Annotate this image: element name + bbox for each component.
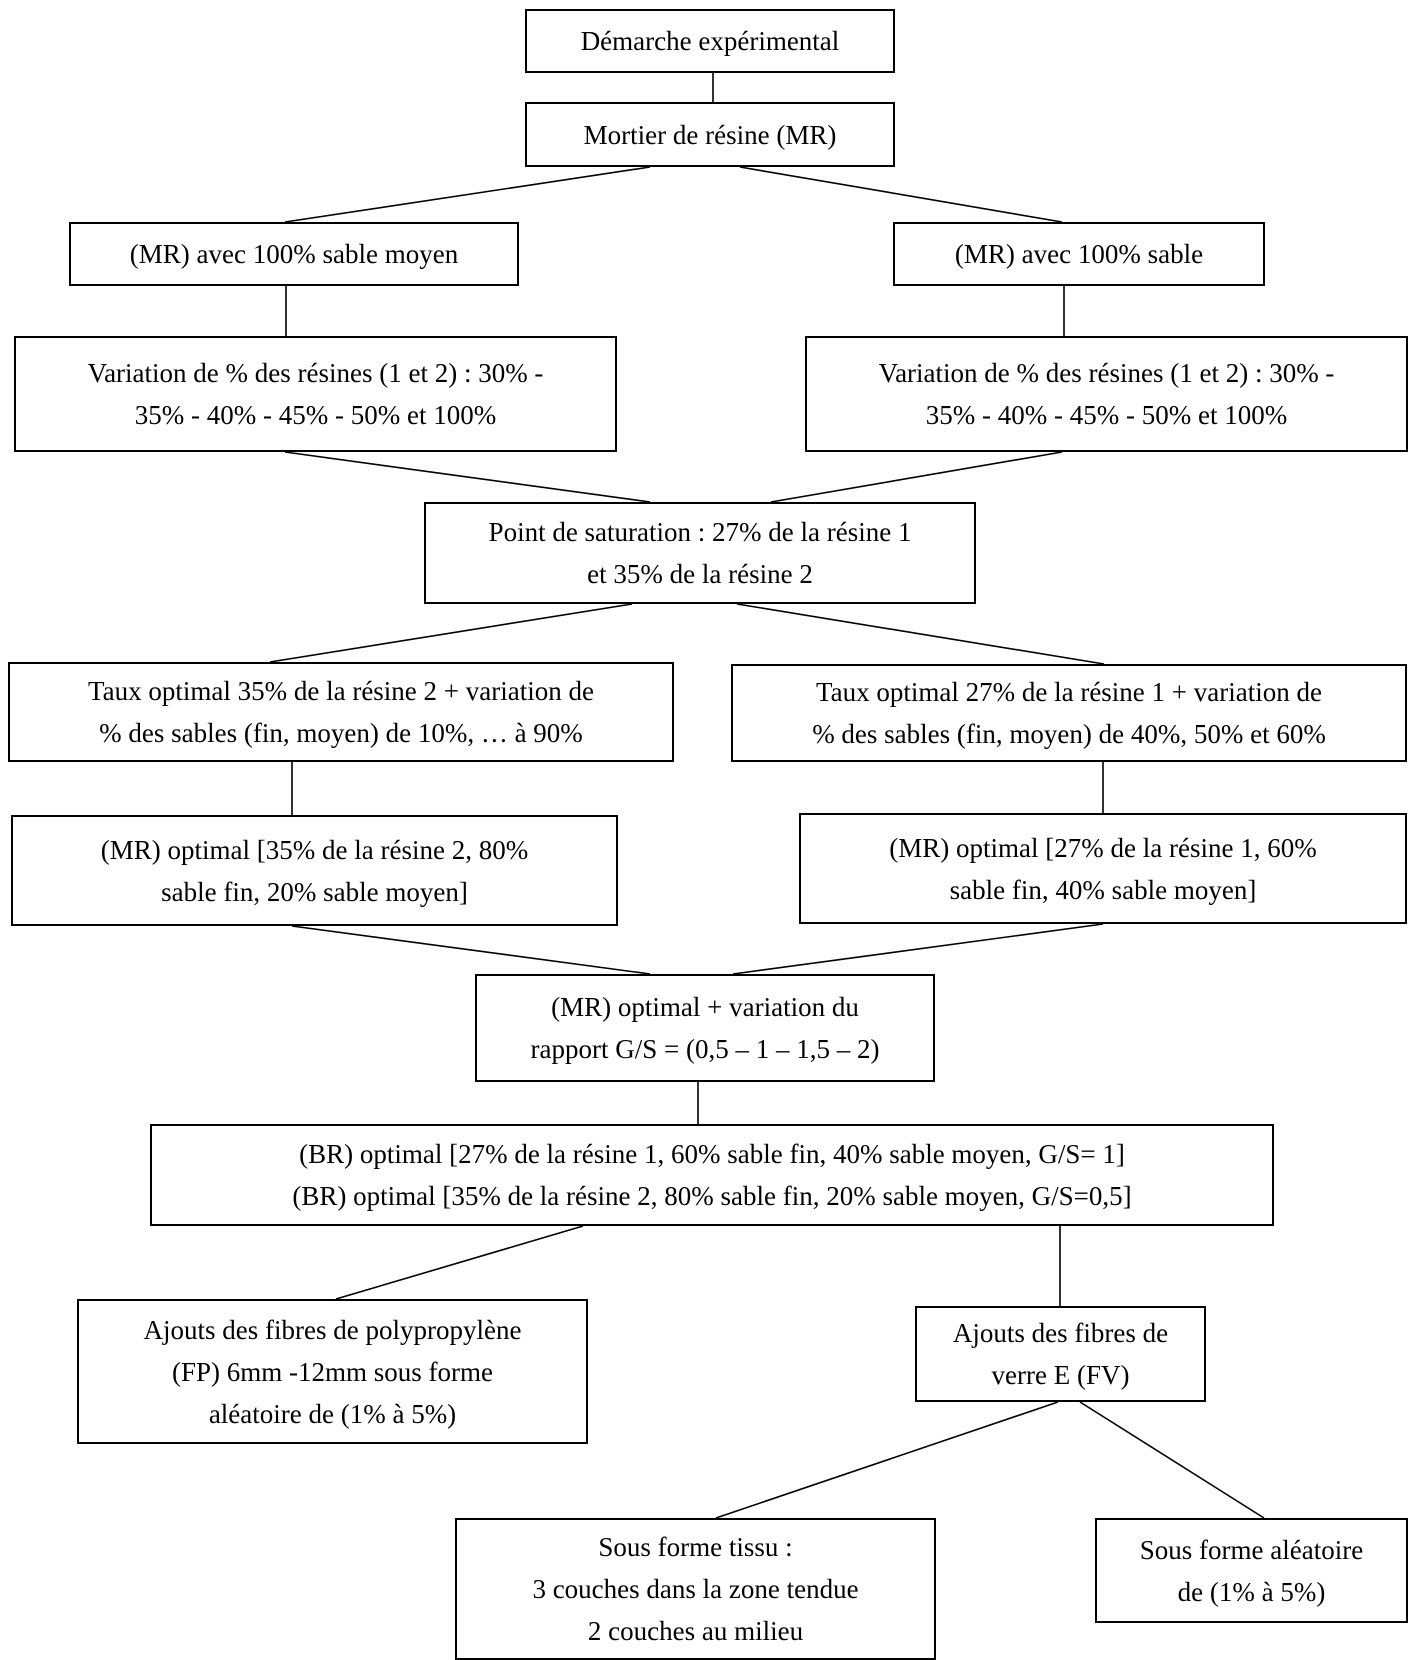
- node-aleatoire-line-2: de (1% à 5%): [1177, 1576, 1326, 1607]
- node-mr-sable: (MR) avec 100% sable: [893, 222, 1265, 286]
- node-saturation-line-2: et 35% de la résine 2: [587, 559, 813, 589]
- node-mortier-line-1: Mortier de résine (MR): [583, 119, 837, 150]
- node-saturation: Point de saturation : 27% de la résine 1…: [424, 502, 976, 604]
- node-fv-line-1: Ajouts des fibres de: [952, 1318, 1169, 1348]
- connector-br-fp: [335, 1225, 584, 1300]
- node-taux-right-line-1: Taux optimal 27% de la résine 1 + variat…: [816, 677, 1322, 707]
- node-tissu: Sous forme tissu : 3 couches dans la zon…: [455, 1518, 936, 1660]
- node-mr-opt-right-line-1: (MR) optimal [27% de la résine 1, 60%: [889, 832, 1317, 863]
- node-variation-left-line-1: Variation de % des résines (1 et 2) : 30…: [87, 358, 544, 388]
- node-mr-opt-left-line-2: sable fin, 20% sable moyen]: [161, 876, 468, 907]
- node-variation-right: Variation de % des résines (1 et 2) : 30…: [805, 336, 1408, 452]
- node-variation-left-line-2: 35% - 40% - 45% - 50% et 100%: [134, 400, 497, 430]
- node-mr-opt-right: (MR) optimal [27% de la résine 1, 60% sa…: [799, 813, 1407, 924]
- connector-saturation-right: [736, 603, 1105, 665]
- connector-optright-gs: [732, 923, 1104, 975]
- node-mr-sable-line-1: (MR) avec 100% sable: [954, 239, 1204, 269]
- node-taux-left-line-1: Taux optimal 35% de la résine 2 + variat…: [88, 676, 594, 706]
- node-mr-opt-left: (MR) optimal [35% de la résine 2, 80% sa…: [11, 815, 618, 926]
- node-mr-sable-moyen: (MR) avec 100% sable moyen: [69, 222, 519, 286]
- node-aleatoire: Sous forme aléatoire de (1% à 5%): [1095, 1518, 1408, 1623]
- node-fp: Ajouts des fibres de polypropylène (FP) …: [77, 1299, 588, 1444]
- connector-mortier-right: [739, 166, 1063, 223]
- connector-fv-tissu: [715, 1401, 1059, 1519]
- node-mr-gs-line-2: rapport G/S = (0,5 – 1 – 1,5 – 2): [530, 1034, 880, 1064]
- connector-mortier-left: [284, 166, 651, 223]
- node-saturation-line-1: Point de saturation : 27% de la résine 1: [488, 517, 912, 547]
- node-variation-right-line-1: Variation de % des résines (1 et 2) : 30…: [878, 358, 1335, 388]
- node-mr-opt-right-line-2: sable fin, 40% sable moyen]: [949, 874, 1257, 905]
- node-tissu-line-3: 2 couches au milieu: [587, 1616, 804, 1646]
- node-fv-line-2: verre E (FV): [991, 1360, 1130, 1390]
- connector-fv-aleatoire: [1079, 1401, 1265, 1519]
- node-aleatoire-line-1: Sous forme aléatoire: [1139, 1534, 1364, 1565]
- node-tissu-line-2: 3 couches dans la zone tendue: [532, 1574, 859, 1604]
- node-mortier: Mortier de résine (MR): [525, 102, 895, 167]
- node-taux-right: Taux optimal 27% de la résine 1 + variat…: [731, 664, 1407, 762]
- node-fp-line-3: aléatoire de (1% à 5%): [208, 1398, 457, 1429]
- node-mr-gs: (MR) optimal + variation du rapport G/S …: [475, 974, 935, 1082]
- node-variation-right-line-2: 35% - 40% - 45% - 50% et 100%: [925, 400, 1288, 430]
- node-tissu-line-1: Sous forme tissu :: [598, 1532, 793, 1562]
- node-mr-opt-left-line-1: (MR) optimal [35% de la résine 2, 80%: [100, 834, 529, 865]
- node-fp-line-1: Ajouts des fibres de polypropylène: [143, 1314, 522, 1345]
- node-fp-line-2: (FP) 6mm -12mm sous forme: [172, 1356, 493, 1387]
- node-taux-left-line-2: % des sables (fin, moyen) de 10%, … à 90…: [99, 718, 583, 748]
- node-demarche: Démarche expérimental: [525, 9, 895, 73]
- node-variation-left: Variation de % des résines (1 et 2) : 30…: [14, 336, 617, 452]
- connector-variation-left-saturation: [284, 451, 651, 503]
- node-mr-gs-line-1: (MR) optimal + variation du: [551, 992, 859, 1022]
- node-br-opt-line-1: (BR) optimal [27% de la résine 1, 60% sa…: [299, 1139, 1125, 1169]
- node-taux-right-line-2: % des sables (fin, moyen) de 40%, 50% et…: [812, 719, 1326, 749]
- connector-variation-right-saturation: [770, 451, 1063, 503]
- node-mr-sable-moyen-line-1: (MR) avec 100% sable moyen: [129, 239, 459, 269]
- node-taux-left: Taux optimal 35% de la résine 2 + variat…: [8, 662, 674, 762]
- connector-optleft-gs: [291, 925, 651, 975]
- node-br-opt-line-2: (BR) optimal [35% de la résine 2, 80% sa…: [292, 1181, 1132, 1211]
- connector-saturation-left: [269, 603, 633, 663]
- node-br-opt: (BR) optimal [27% de la résine 1, 60% sa…: [150, 1124, 1274, 1226]
- node-demarche-line-1: Démarche expérimental: [580, 26, 840, 56]
- node-fv: Ajouts des fibres de verre E (FV): [915, 1306, 1206, 1402]
